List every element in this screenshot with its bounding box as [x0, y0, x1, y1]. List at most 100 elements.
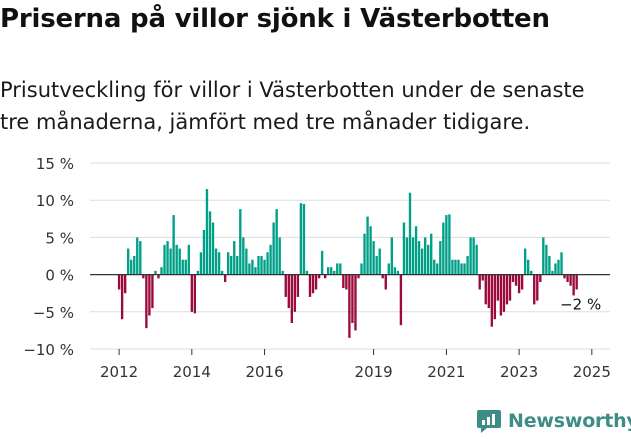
bar [123, 274, 127, 294]
y-tick-label: 0 % [45, 267, 74, 285]
bar [278, 237, 281, 275]
bar [199, 252, 203, 275]
bar [433, 259, 436, 275]
bar [399, 274, 403, 326]
bar [293, 274, 297, 312]
bar [566, 274, 569, 283]
bar [508, 274, 512, 301]
bar [402, 222, 406, 275]
bar [533, 274, 536, 305]
chart-subtitle: Prisutveckling för villor i Västerbotten… [0, 78, 585, 134]
bar [387, 263, 390, 275]
bar [145, 274, 148, 329]
bar [517, 274, 521, 294]
bar [381, 274, 384, 279]
bar [281, 270, 284, 275]
bar [423, 237, 427, 275]
bar [272, 222, 275, 275]
bar [548, 256, 551, 275]
bar [396, 270, 400, 275]
bar [317, 274, 321, 279]
bar [475, 244, 478, 275]
bar [211, 222, 215, 275]
bar [205, 189, 209, 275]
bar [363, 233, 366, 275]
bar [372, 241, 375, 275]
bar [554, 263, 557, 275]
bar [330, 267, 333, 275]
bar [417, 241, 421, 275]
bar [339, 263, 342, 275]
bar [133, 256, 136, 275]
x-tick-label: 2014 [173, 363, 211, 381]
bar [239, 209, 242, 275]
bar [220, 270, 224, 275]
bar [357, 274, 360, 279]
bar [257, 256, 260, 275]
bar [463, 263, 466, 275]
bar [351, 274, 354, 323]
bar [445, 215, 448, 275]
bar [127, 248, 130, 275]
bar [175, 244, 178, 275]
bar [369, 226, 372, 275]
bar [305, 270, 309, 275]
bar [560, 252, 563, 275]
bar [287, 274, 290, 309]
x-tick-label: 2012 [100, 363, 138, 381]
bar [420, 248, 424, 275]
bar [542, 237, 545, 275]
bar [502, 274, 506, 312]
brand-name: Newsworthy [508, 410, 631, 432]
bar [551, 270, 554, 275]
bar [360, 263, 363, 275]
bar [523, 248, 527, 275]
bar [430, 233, 433, 275]
bar [308, 274, 312, 297]
bar [390, 237, 393, 275]
bar [378, 248, 381, 275]
bar [442, 222, 445, 275]
bar [484, 274, 487, 305]
newsworthy-logo: Newsworthy [476, 408, 631, 434]
bar [299, 203, 303, 275]
bar [172, 215, 175, 275]
bar [154, 270, 157, 275]
bar [284, 274, 287, 297]
bar [193, 274, 197, 314]
bar [266, 252, 269, 275]
bar [530, 270, 533, 275]
bar [251, 259, 254, 275]
bar [411, 237, 415, 275]
bar [454, 259, 457, 275]
bar [557, 259, 560, 275]
bar [478, 274, 481, 290]
x-tick-label: 2025 [573, 363, 611, 381]
bar [178, 248, 181, 275]
bar [223, 274, 227, 283]
bar [245, 248, 248, 275]
bar [348, 274, 351, 338]
bar [393, 267, 397, 275]
bar [290, 274, 293, 323]
bar [166, 241, 169, 275]
bar [514, 274, 518, 286]
bar [536, 274, 539, 301]
bar [575, 274, 578, 290]
bar [254, 267, 257, 275]
bar [117, 274, 121, 290]
y-tick-label: −5 % [33, 304, 74, 322]
bar [414, 226, 418, 275]
bar [487, 274, 490, 309]
y-tick-label: 5 % [45, 229, 74, 247]
bar [527, 259, 530, 275]
bar [157, 274, 160, 279]
x-tick-label: 2016 [245, 363, 283, 381]
bar [296, 274, 300, 297]
y-tick-label: 15 % [36, 155, 74, 173]
bar [336, 263, 339, 275]
bar-chart: −10 % −5 % 0 % 5 % 10 % 15 % 2012 2014 2016 2019 2… [23, 155, 611, 381]
bar [563, 274, 566, 279]
bar [466, 256, 469, 275]
bar [323, 274, 327, 279]
